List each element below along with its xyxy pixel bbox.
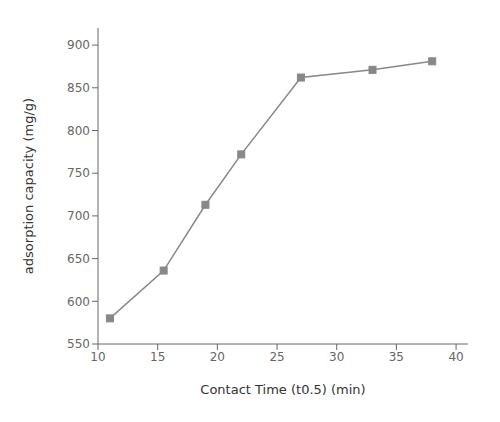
svg-text:35: 35 [389, 350, 404, 364]
svg-text:40: 40 [448, 350, 463, 364]
svg-text:600: 600 [67, 295, 90, 309]
svg-text:30: 30 [329, 350, 344, 364]
svg-text:700: 700 [67, 209, 90, 223]
svg-text:850: 850 [67, 81, 90, 95]
svg-text:25: 25 [269, 350, 284, 364]
svg-text:adsorption capacity (mg/g): adsorption capacity (mg/g) [21, 98, 36, 274]
svg-text:550: 550 [67, 337, 90, 351]
svg-text:Contact Time (t0.5) (min): Contact Time (t0.5) (min) [200, 382, 365, 397]
svg-text:15: 15 [150, 350, 165, 364]
svg-text:10: 10 [90, 350, 105, 364]
svg-text:20: 20 [210, 350, 225, 364]
svg-text:800: 800 [67, 124, 90, 138]
svg-text:750: 750 [67, 166, 90, 180]
svg-text:650: 650 [67, 252, 90, 266]
svg-text:900: 900 [67, 38, 90, 52]
